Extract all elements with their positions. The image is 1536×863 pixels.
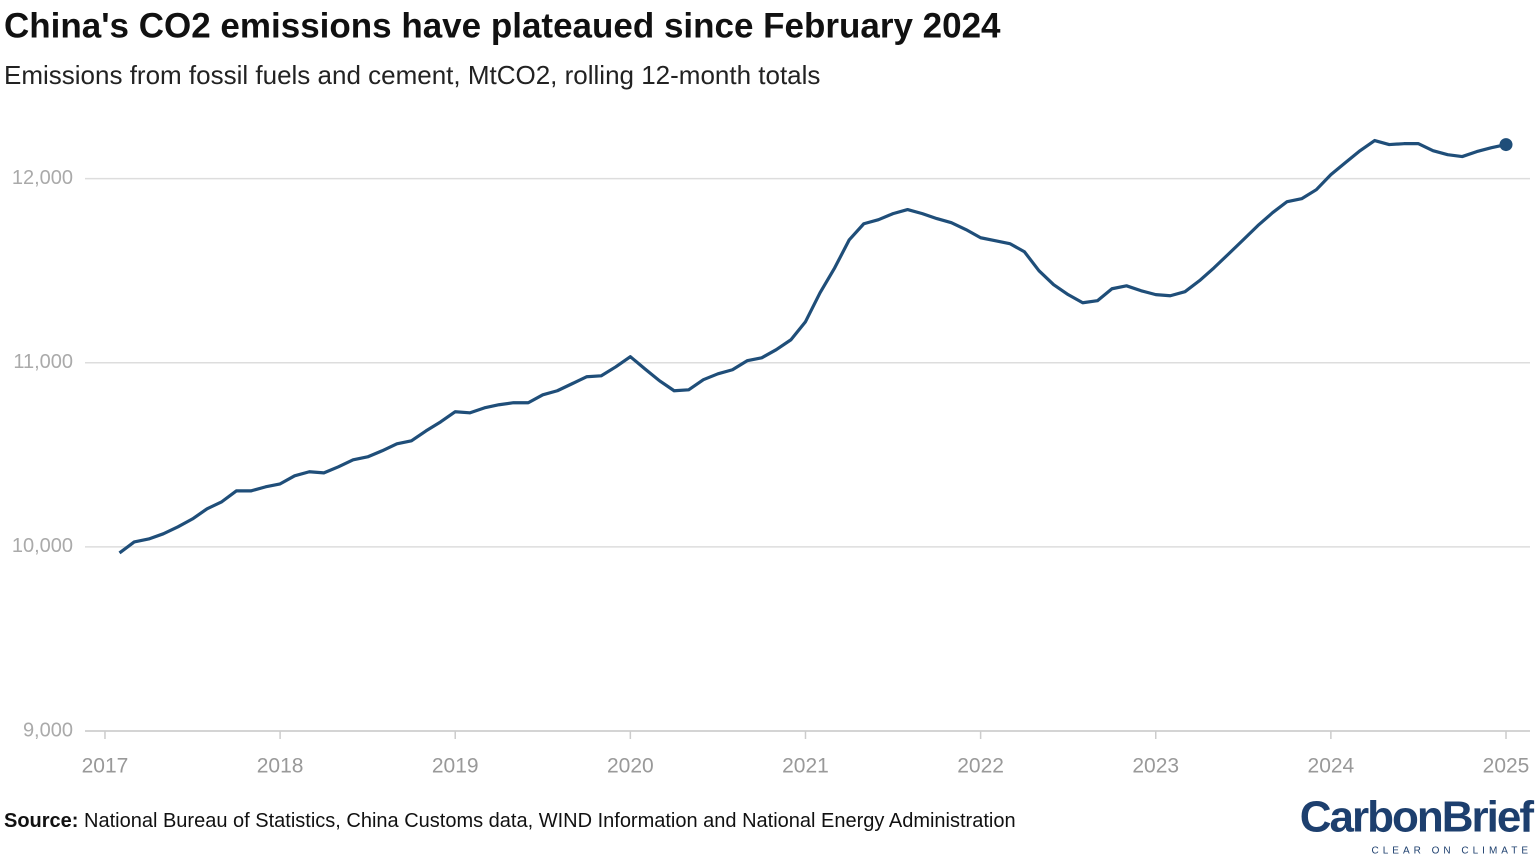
x-tick-label: 2023 <box>1132 755 1179 778</box>
y-tick-label: 11,000 <box>13 351 73 373</box>
x-tick-label: 2025 <box>1483 755 1530 778</box>
chart-subtitle: Emissions from fossil fuels and cement, … <box>4 60 820 90</box>
y-tick-label: 12,000 <box>12 167 73 189</box>
x-tick-label: 2018 <box>257 755 304 778</box>
x-tick-label: 2021 <box>782 755 829 778</box>
y-tick-label: 10,000 <box>12 535 73 557</box>
x-tick-label: 2017 <box>82 755 129 778</box>
end-point <box>1499 138 1513 152</box>
source-label: Source: <box>4 810 78 832</box>
logo: CarbonBrief <box>1300 793 1535 842</box>
x-tick-label: 2019 <box>432 755 479 778</box>
source: National Bureau of Statistics, China Cus… <box>84 810 1016 832</box>
logo-tagline: CLEAR ON CLIMATE <box>1372 846 1533 857</box>
x-tick-label: 2024 <box>1308 755 1355 778</box>
source-text: Source: National Bureau of Statistics, C… <box>4 810 1016 832</box>
x-tick-label: 2022 <box>957 755 1004 778</box>
line <box>118 138 1507 555</box>
x-tick-label: 2020 <box>607 755 654 778</box>
chart-title: China's CO2 emissions have plateaued sin… <box>4 6 1001 45</box>
y-tick-label: 9,000 <box>23 719 73 741</box>
